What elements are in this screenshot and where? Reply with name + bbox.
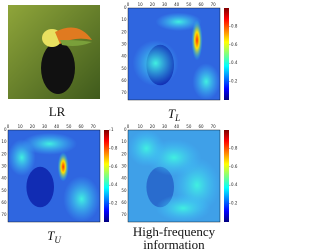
- y-tick-label: 30: [1, 164, 7, 169]
- x-tick-label: 30: [162, 2, 168, 7]
- x-tick-label: 70: [211, 124, 217, 129]
- x-tick-label: 70: [91, 124, 97, 129]
- y-tick-label: 30: [121, 42, 127, 47]
- heat-blob: [7, 139, 36, 177]
- colorbar-tick-label: 0.8: [111, 145, 118, 150]
- x-tick-label: 10: [138, 2, 144, 7]
- y-tick-label: 0: [124, 5, 127, 10]
- x-tick-label: 40: [174, 2, 180, 7]
- label-sub: U: [54, 235, 61, 245]
- y-tick-label: 40: [1, 176, 7, 181]
- x-tick-label: 0: [127, 2, 130, 7]
- colorbar-tick-label: 0.4: [231, 182, 238, 187]
- y-tick-label: 40: [121, 176, 127, 181]
- panel-label: High-frequency: [133, 224, 216, 239]
- colorbar: [104, 130, 109, 222]
- y-tick-label: 40: [121, 54, 127, 59]
- heatmap-panel: 0010102020303040405050606070700.20.40.60…: [121, 124, 237, 251]
- panel-label: TL: [168, 106, 180, 123]
- y-tick-label: 50: [121, 66, 127, 71]
- x-tick-label: 60: [78, 124, 84, 129]
- x-tick-label: 20: [150, 2, 156, 7]
- x-tick-label: 70: [211, 2, 217, 7]
- panel-label-line2: information: [143, 237, 205, 251]
- heat-blob: [132, 40, 179, 87]
- y-tick-label: 70: [1, 212, 7, 217]
- x-tick-label: 30: [42, 124, 48, 129]
- x-tick-label: 20: [150, 124, 156, 129]
- colorbar-tick-label: 0.6: [231, 42, 238, 47]
- heat-blob: [127, 130, 165, 167]
- colorbar-tick-label: 0.4: [231, 60, 238, 65]
- heat-blob: [21, 132, 77, 155]
- x-tick-label: 30: [162, 124, 168, 129]
- label-main: T: [47, 228, 55, 243]
- heatmap-panel: 0010102020303040405050606070700.20.40.60…: [121, 2, 237, 123]
- x-tick-label: 60: [198, 124, 204, 129]
- label-sub: L: [174, 113, 180, 123]
- figure: LR 0010102020303040405050606070700.20.40…: [1, 2, 237, 251]
- panel-label: LR: [49, 104, 66, 119]
- colorbar: [224, 8, 229, 100]
- x-tick-label: 0: [127, 124, 130, 129]
- colorbar-tick-label: 0.2: [231, 201, 238, 206]
- y-tick-label: 70: [121, 90, 127, 95]
- x-tick-label: 0: [7, 124, 10, 129]
- y-tick-label: 60: [1, 200, 7, 205]
- y-tick-label: 20: [121, 151, 127, 156]
- x-tick-label: 50: [66, 124, 72, 129]
- x-tick-label: 40: [54, 124, 60, 129]
- y-tick-label: 10: [121, 17, 127, 22]
- colorbar-tick-label: 0.6: [111, 164, 118, 169]
- colorbar-tick-label: 0.8: [231, 23, 238, 28]
- colorbar-tick-label: 1: [111, 127, 114, 132]
- colorbar: [224, 130, 229, 222]
- x-tick-label: 10: [18, 124, 24, 129]
- colorbar-tick-label: 0.8: [231, 145, 238, 150]
- y-tick-label: 30: [121, 164, 127, 169]
- label-main: T: [168, 106, 176, 121]
- x-tick-label: 10: [138, 124, 144, 129]
- heat-blob: [192, 63, 220, 100]
- y-tick-label: 60: [121, 200, 127, 205]
- y-tick-label: 50: [1, 188, 7, 193]
- y-tick-label: 0: [4, 127, 7, 132]
- y-tick-label: 10: [1, 139, 7, 144]
- lr-photo: [8, 5, 100, 99]
- colorbar-tick-label: 0.2: [231, 79, 238, 84]
- dark-region: [26, 166, 54, 208]
- colorbar-tick-label: 0.4: [111, 182, 118, 187]
- colorbar-tick-label: 0.6: [231, 164, 238, 169]
- y-tick-label: 20: [1, 151, 7, 156]
- panel-label: TU: [47, 228, 61, 245]
- heat-blob: [191, 19, 203, 61]
- y-tick-label: 50: [121, 188, 127, 193]
- heat-blob: [57, 152, 69, 182]
- y-tick-label: 70: [121, 212, 127, 217]
- heat-blob: [155, 12, 202, 32]
- y-tick-label: 10: [121, 139, 127, 144]
- heat-blob: [63, 176, 100, 222]
- x-tick-label: 40: [174, 124, 180, 129]
- heatmap-panel: 0010102020303040405050606070700.20.40.60…: [1, 124, 117, 245]
- x-tick-label: 50: [186, 124, 192, 129]
- y-tick-label: 0: [124, 127, 127, 132]
- y-tick-label: 60: [121, 78, 127, 83]
- x-tick-label: 20: [30, 124, 36, 129]
- heat-blob: [155, 194, 211, 222]
- colorbar-tick-label: 0.2: [111, 201, 118, 206]
- y-tick-label: 20: [121, 29, 127, 34]
- x-tick-label: 50: [186, 2, 192, 7]
- x-tick-label: 60: [198, 2, 204, 7]
